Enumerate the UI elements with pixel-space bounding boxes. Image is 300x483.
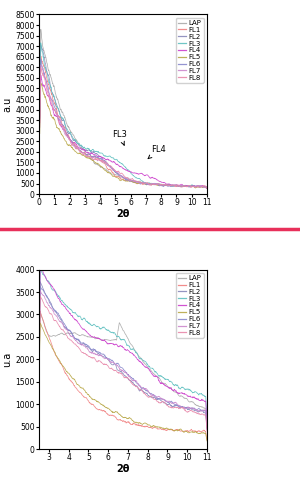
Y-axis label: a.u: a.u (3, 97, 13, 112)
Text: FL4: FL4 (148, 145, 166, 159)
Legend: LAP, FL1, FL2, FL3, FL4, FL5, FL6, FL7, FL8: LAP, FL1, FL2, FL3, FL4, FL5, FL6, FL7, … (176, 18, 203, 83)
Text: FL3: FL3 (112, 130, 127, 145)
X-axis label: 2θ: 2θ (116, 464, 130, 474)
Y-axis label: u.a: u.a (3, 352, 13, 367)
X-axis label: 2θ: 2θ (116, 209, 130, 219)
Legend: LAP, FL1, FL2, FL3, FL4, FL5, FL6, FL7, FL8: LAP, FL1, FL2, FL3, FL4, FL5, FL6, FL7, … (176, 273, 203, 338)
